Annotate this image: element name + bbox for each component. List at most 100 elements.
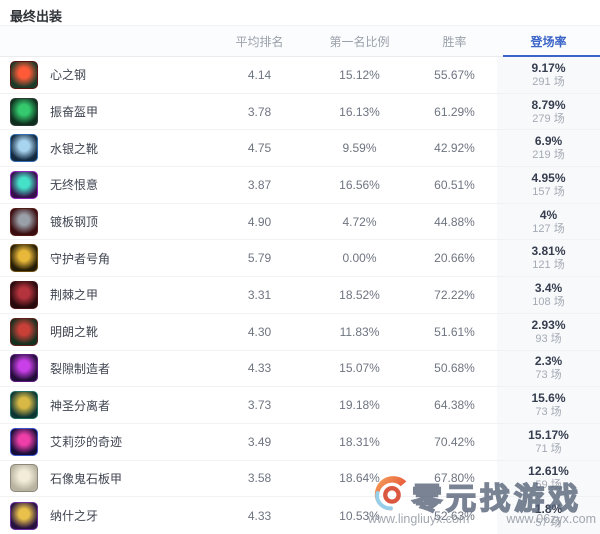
avg-rank-value: 5.79 — [247, 251, 272, 266]
games-count: 71 场 — [535, 442, 562, 455]
table-row[interactable]: 神圣分离者 3.73 19.18% 64.38% 15.6% 73 场 — [0, 387, 600, 424]
first-rate-value: 9.59% — [342, 141, 377, 156]
pick-rate-cell: 15.6% 73 场 — [497, 387, 600, 423]
riftmaker-item-icon — [10, 354, 38, 383]
table-row[interactable]: 纳什之牙 4.33 10.53% 52.63% 1.8% 57 场 — [0, 497, 600, 534]
pick-rate-cell: 9.17% 291 场 — [497, 57, 600, 93]
first-rate-value: 0.00% — [342, 251, 377, 266]
pick-rate-value: 3.81% — [531, 244, 566, 259]
item-name: 振奋盔甲 — [50, 105, 99, 120]
win-rate-value: 64.38% — [434, 398, 475, 413]
divine-sunderer-item-icon — [10, 391, 38, 420]
games-count: 121 场 — [532, 259, 565, 272]
table-row[interactable]: 艾莉莎的奇迹 3.49 18.31% 70.42% 15.17% 71 场 — [0, 423, 600, 461]
table-row[interactable]: 镀板钢顶 4.90 4.72% 44.88% 4% 127 场 — [0, 203, 600, 241]
table-row[interactable]: 石像鬼石板甲 3.58 18.64% 67.80% 12.61% 59 场 — [0, 460, 600, 498]
table-row[interactable]: 心之钢 4.14 15.12% 55.67% 9.17% 291 场 — [0, 57, 600, 94]
column-header-win-rate[interactable]: 胜率 — [442, 34, 467, 49]
item-name: 心之钢 — [50, 68, 87, 83]
first-rate-value: 19.18% — [339, 398, 380, 413]
column-header-avg-rank[interactable]: 平均排名 — [235, 34, 284, 49]
pick-rate-value: 6.9% — [534, 134, 563, 149]
item-name: 镀板钢顶 — [50, 215, 99, 230]
column-header-first-rate[interactable]: 第一名比例 — [329, 34, 390, 49]
table-row[interactable]: 无终恨意 3.87 16.56% 60.51% 4.95% 157 场 — [0, 167, 600, 204]
games-count: 291 场 — [532, 75, 565, 88]
page-title: 最终出装 — [10, 9, 63, 24]
first-rate-value: 4.72% — [342, 214, 377, 229]
first-rate-value: 15.07% — [339, 361, 380, 376]
avg-rank-value: 3.58 — [247, 471, 272, 486]
item-name: 艾莉莎的奇迹 — [50, 435, 123, 450]
pick-rate-cell: 3.4% 108 场 — [497, 277, 600, 313]
gargoyle-stoneplate-item-icon — [10, 464, 38, 493]
pick-rate-cell: 6.9% 219 场 — [497, 130, 600, 167]
games-count: 93 场 — [535, 332, 562, 345]
nashors-tooth-item-icon — [10, 501, 38, 530]
column-header-pick-rate-active-tab[interactable]: 登场率 — [497, 26, 600, 57]
table-row[interactable]: 明朗之靴 4.30 11.83% 51.61% 2.93% 93 场 — [0, 313, 600, 351]
win-rate-value: 55.67% — [434, 67, 475, 82]
win-rate-value: 42.92% — [434, 141, 475, 156]
pick-rate-value: 2.93% — [531, 317, 566, 332]
column-header-item — [0, 26, 212, 56]
item-name: 守护者号角 — [50, 251, 111, 266]
avg-rank-value: 3.78 — [247, 104, 272, 119]
avg-rank-value: 4.90 — [247, 214, 272, 229]
table-row[interactable]: 振奋盔甲 3.78 16.13% 61.29% 8.79% 279 场 — [0, 93, 600, 131]
avg-rank-value: 4.33 — [247, 508, 272, 523]
first-rate-value: 18.31% — [339, 434, 380, 449]
guardians-horn-item-icon — [10, 244, 38, 273]
item-name: 石像鬼石板甲 — [50, 471, 123, 486]
spirit-visage-item-icon — [10, 97, 38, 126]
mercury-treads-item-icon — [10, 134, 38, 163]
table-row[interactable]: 守护者号角 5.79 0.00% 20.66% 3.81% 121 场 — [0, 240, 600, 278]
plated-steelcaps-item-icon — [10, 207, 38, 236]
lucidity-boots-item-icon — [10, 317, 38, 346]
avg-rank-value: 4.33 — [247, 361, 272, 376]
win-rate-value: 52.63% — [434, 508, 475, 523]
games-count: 279 场 — [532, 112, 565, 125]
pick-rate-value: 12.61% — [528, 464, 569, 479]
games-count: 219 场 — [532, 149, 565, 162]
pick-rate-cell: 1.8% 57 场 — [497, 497, 600, 534]
pick-rate-cell: 3.81% 121 场 — [497, 240, 600, 277]
win-rate-value: 67.80% — [434, 471, 475, 486]
heartsteel-item-icon — [10, 60, 38, 89]
win-rate-value: 44.88% — [434, 214, 475, 229]
win-rate-value: 61.29% — [434, 104, 475, 119]
first-rate-value: 18.52% — [339, 287, 380, 302]
pick-rate-value: 4.95% — [531, 170, 566, 185]
win-rate-value: 60.51% — [434, 177, 475, 192]
win-rate-value: 20.66% — [434, 251, 475, 266]
games-count: 59 场 — [535, 479, 562, 492]
unending-hate-item-icon — [10, 170, 38, 199]
table-row[interactable]: 裂隙制造者 4.33 15.07% 50.68% 2.3% 73 场 — [0, 350, 600, 388]
table-row[interactable]: 荆棘之甲 3.31 18.52% 72.22% 3.4% 108 场 — [0, 277, 600, 314]
avg-rank-value: 3.87 — [247, 177, 272, 192]
pick-rate-cell: 8.79% 279 场 — [497, 93, 600, 130]
thornmail-item-icon — [10, 280, 38, 309]
table-header-row: 平均排名 第一名比例 胜率 登场率 — [0, 25, 600, 57]
first-rate-value: 11.83% — [339, 324, 380, 339]
table-row[interactable]: 水银之靴 4.75 9.59% 42.92% 6.9% 219 场 — [0, 130, 600, 168]
games-count: 108 场 — [532, 295, 565, 308]
first-rate-value: 16.13% — [339, 104, 380, 119]
item-name: 无终恨意 — [50, 178, 99, 193]
avg-rank-value: 3.31 — [247, 287, 272, 302]
games-count: 127 场 — [532, 222, 565, 235]
pick-rate-cell: 2.3% 73 场 — [497, 350, 600, 387]
pick-rate-value: 2.3% — [534, 354, 563, 369]
win-rate-value: 70.42% — [434, 434, 475, 449]
win-rate-value: 50.68% — [434, 361, 475, 376]
pick-rate-cell: 4.95% 157 场 — [497, 167, 600, 203]
item-name: 纳什之牙 — [50, 509, 99, 524]
pick-rate-value: 4% — [539, 207, 558, 222]
pick-rate-value: 3.4% — [534, 280, 563, 295]
item-name: 裂隙制造者 — [50, 361, 111, 376]
win-rate-value: 51.61% — [434, 324, 475, 339]
pick-rate-value: 15.17% — [528, 427, 569, 442]
first-rate-value: 18.64% — [339, 471, 380, 486]
first-rate-value: 10.53% — [339, 508, 380, 523]
games-count: 157 场 — [532, 185, 565, 198]
